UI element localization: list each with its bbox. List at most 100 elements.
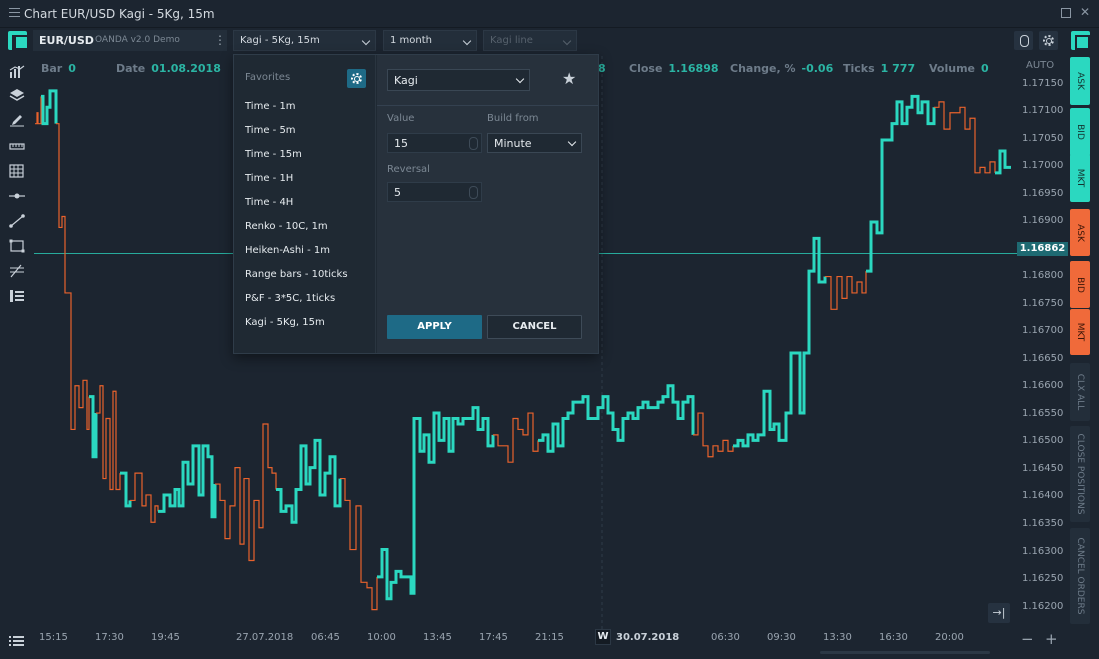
price-label: 1.16900 — [1022, 215, 1064, 226]
change-readout: Change, % -0.06 — [730, 62, 833, 75]
chart-type-popup: Favorites Time - 1m Time - 5m Time - 15m… — [233, 54, 599, 354]
sell-bid-button[interactable]: BID — [1070, 261, 1090, 308]
chevron-down-icon — [361, 36, 371, 46]
favorite-item[interactable]: P&F - 3*5C, 1ticks — [245, 293, 336, 304]
kagi-yin-segment — [130, 472, 159, 523]
favorite-item[interactable]: Time - 4H — [245, 197, 294, 208]
buy-ask-label: ASK — [1075, 72, 1085, 90]
kagi-chart[interactable] — [34, 56, 1068, 659]
template-icon[interactable] — [9, 288, 25, 302]
time-label: 21:15 — [535, 632, 564, 643]
sell-ask-label: ASK — [1075, 223, 1085, 242]
buy-market-button[interactable]: MKT — [1070, 154, 1090, 202]
chart-type-select[interactable]: Kagi — [387, 69, 530, 91]
kagi-yin-segment — [215, 423, 277, 562]
time-label: 13:45 — [423, 632, 452, 643]
chevron-down-icon — [462, 36, 472, 46]
time-label: 13:30 — [823, 632, 852, 643]
buy-bid-button[interactable]: BID — [1070, 108, 1090, 156]
buy-ask-button[interactable]: ASK — [1070, 57, 1090, 105]
close-window-button[interactable]: ✕ — [1080, 5, 1091, 19]
build-from-select[interactable]: Minute — [487, 133, 582, 153]
chart-toolbar: EUR/USD OANDA v2.0 Demo ⋮ Kagi - 5Kg, 15… — [0, 28, 1068, 52]
layers-icon[interactable] — [9, 87, 25, 101]
chart-type-dropdown-label: Kagi - 5Kg, 15m — [240, 35, 320, 46]
list-menu-icon[interactable] — [9, 633, 25, 647]
week-date-label: 30.07.2018 — [616, 632, 680, 643]
favorite-item[interactable]: Time - 1m — [245, 101, 296, 112]
sell-market-button[interactable]: MKT — [1070, 309, 1090, 355]
stepper-icon[interactable] — [469, 137, 478, 150]
period-dropdown[interactable]: 1 month — [383, 30, 477, 51]
period-dropdown-label: 1 month — [390, 35, 432, 46]
cancel-button[interactable]: CANCEL — [487, 315, 582, 339]
kagi-yin-segment — [35, 96, 42, 125]
date-label: Date — [116, 62, 146, 75]
price-label: 1.16600 — [1022, 380, 1064, 391]
favorites-title: Favorites — [245, 72, 291, 83]
scroll-to-latest-button[interactable]: →| — [988, 603, 1010, 623]
zoom-out-button[interactable]: − — [1021, 630, 1034, 648]
cancel-orders-button[interactable]: CANCEL ORDERS — [1070, 528, 1090, 624]
time-label: 06:45 — [311, 632, 340, 643]
sell-market-label: MKT — [1075, 322, 1085, 342]
volume-label: Volume — [929, 62, 975, 75]
kagi-yang-segment — [120, 471, 132, 508]
toggle-left-panel-button[interactable] — [8, 31, 29, 50]
trend-line-icon[interactable] — [9, 213, 25, 228]
time-label: 17:45 — [479, 632, 508, 643]
favorite-item[interactable]: Renko - 10C, 1m — [245, 221, 328, 232]
chart-style-dropdown[interactable]: Kagi line — [483, 30, 577, 51]
apply-button[interactable]: APPLY — [387, 315, 482, 339]
horizontal-scrollbar[interactable] — [820, 651, 990, 654]
fibonacci-icon[interactable] — [9, 263, 25, 278]
current-price-badge: 1.16862 — [1017, 242, 1068, 256]
volume-readout: Volume 0 — [929, 62, 989, 75]
favorites-settings-button[interactable] — [347, 69, 366, 88]
reversal-input-value: 5 — [394, 186, 401, 199]
maximize-button[interactable] — [1061, 8, 1071, 18]
partial-value: 8 — [598, 62, 606, 75]
mouse-mode-icon[interactable] — [1014, 31, 1033, 50]
zoom-in-button[interactable]: + — [1045, 630, 1058, 648]
grid-table-icon[interactable] — [9, 163, 25, 178]
time-label: 09:30 — [767, 632, 796, 643]
hamburger-menu-icon[interactable] — [9, 8, 20, 17]
price-label: 1.17000 — [1022, 160, 1064, 171]
pencil-icon[interactable] — [9, 112, 25, 127]
settings-button[interactable] — [1039, 31, 1058, 50]
horizontal-line-icon[interactable] — [9, 188, 25, 202]
kagi-yang-segment — [89, 395, 98, 459]
favorite-item[interactable]: Time - 5m — [245, 125, 296, 136]
kagi-yang-segment — [538, 384, 695, 453]
rectangle-icon[interactable] — [9, 238, 25, 253]
ruler-icon[interactable] — [9, 138, 25, 152]
price-label: 1.16350 — [1022, 518, 1064, 529]
close-positions-button[interactable]: CLOSE POSITIONS — [1070, 426, 1090, 522]
add-favorite-star-icon[interactable]: ★ — [562, 69, 577, 88]
favorite-item[interactable]: Range bars - 10ticks — [245, 269, 348, 280]
indicators-icon[interactable] — [9, 64, 25, 78]
clx-all-button[interactable]: CLX ALL — [1070, 363, 1090, 421]
chart-type-dropdown[interactable]: Kagi - 5Kg, 15m — [233, 30, 376, 51]
auto-scale-toggle[interactable]: AUTO — [1026, 60, 1055, 71]
sell-ask-button[interactable]: ASK — [1070, 209, 1090, 256]
toggle-trade-panel-button[interactable] — [1071, 31, 1092, 50]
favorite-item[interactable]: Time - 1H — [245, 173, 294, 184]
favorite-item[interactable]: Kagi - 5Kg, 15m — [245, 317, 325, 328]
change-value: -0.06 — [801, 62, 834, 75]
value-input[interactable]: 15 — [387, 133, 482, 153]
kebab-menu-icon[interactable]: ⋮ — [214, 33, 226, 47]
value-label: Value — [387, 113, 415, 124]
stepper-icon[interactable] — [469, 186, 478, 199]
price-label: 1.16200 — [1022, 601, 1064, 612]
price-label: 1.16950 — [1022, 188, 1064, 199]
reversal-input[interactable]: 5 — [387, 182, 482, 202]
favorite-item[interactable]: Heiken-Ashi - 1m — [245, 245, 330, 256]
price-label: 1.16800 — [1022, 270, 1064, 281]
symbol-selector[interactable]: EUR/USD OANDA v2.0 Demo ⋮ — [33, 30, 227, 51]
kagi-yang-segment — [995, 149, 1011, 175]
time-label: 06:30 — [711, 632, 740, 643]
favorite-item[interactable]: Time - 15m — [245, 149, 302, 160]
chevron-down-icon — [515, 74, 525, 84]
